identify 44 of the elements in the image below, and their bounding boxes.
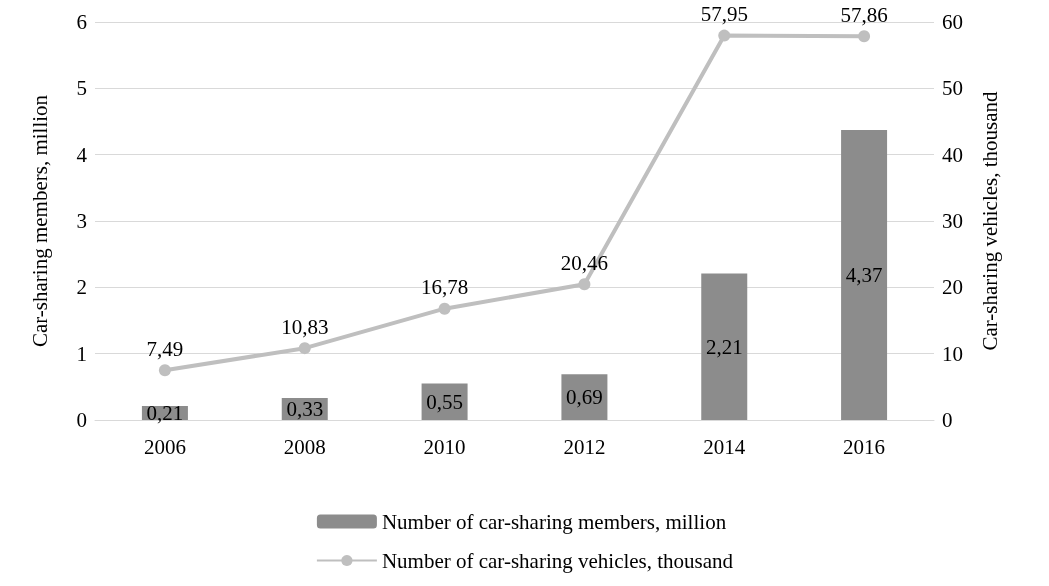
x-tick-label: 2014	[703, 434, 746, 459]
data-label: 2,21	[705, 334, 743, 359]
point	[858, 30, 871, 43]
y2-axis-title: Car-sharing vehicles, thousand	[977, 90, 1002, 351]
y-axis-title: Car-sharing members, million	[27, 94, 52, 348]
y2-tick-label: 60	[942, 10, 963, 34]
data-label: 4,37	[845, 263, 883, 288]
y2-tick-label: 10	[942, 341, 963, 366]
data-label: 20,46	[560, 250, 609, 275]
x-tick-label: 2006	[143, 434, 186, 459]
data-label: 0,21	[146, 401, 184, 426]
legend-label: Number of car-sharing vehicles, thousand	[381, 548, 734, 573]
y2-tick-label: 40	[942, 142, 963, 167]
data-label: 57,86	[840, 2, 888, 27]
y-tick-label: 0	[76, 408, 87, 432]
y2-tick-label: 20	[942, 275, 963, 300]
point	[158, 364, 171, 377]
bar	[701, 273, 748, 420]
y-tick-label: 6	[76, 10, 87, 34]
legend-label: Number of car-sharing members, million	[381, 509, 727, 534]
data-label: 0,55	[426, 389, 463, 414]
x-tick-label: 2012	[563, 434, 606, 459]
point	[578, 278, 591, 291]
data-label: 7,49	[146, 336, 184, 361]
point	[298, 342, 311, 355]
y-tick-label: 1	[76, 341, 87, 366]
data-label: 0,33	[286, 397, 324, 422]
x-tick-label: 2008	[283, 434, 326, 459]
bar	[841, 130, 888, 420]
y2-tick-label: 30	[942, 209, 963, 233]
y-tick-label: 2	[76, 275, 87, 300]
data-label: 10,83	[281, 314, 329, 339]
y-tick-label: 4	[76, 142, 88, 167]
point	[438, 302, 451, 315]
point	[718, 29, 731, 42]
y2-tick-label: 0	[942, 408, 953, 432]
y2-tick-label: 50	[942, 76, 963, 101]
y-tick-label: 5	[76, 76, 87, 101]
y-tick-label: 3	[76, 209, 87, 233]
data-label: 0,69	[566, 385, 603, 410]
data-label: 57,95	[700, 2, 748, 27]
x-tick-label: 2010	[423, 434, 466, 459]
data-label: 16,78	[420, 275, 469, 300]
x-tick-label: 2016	[843, 434, 886, 459]
